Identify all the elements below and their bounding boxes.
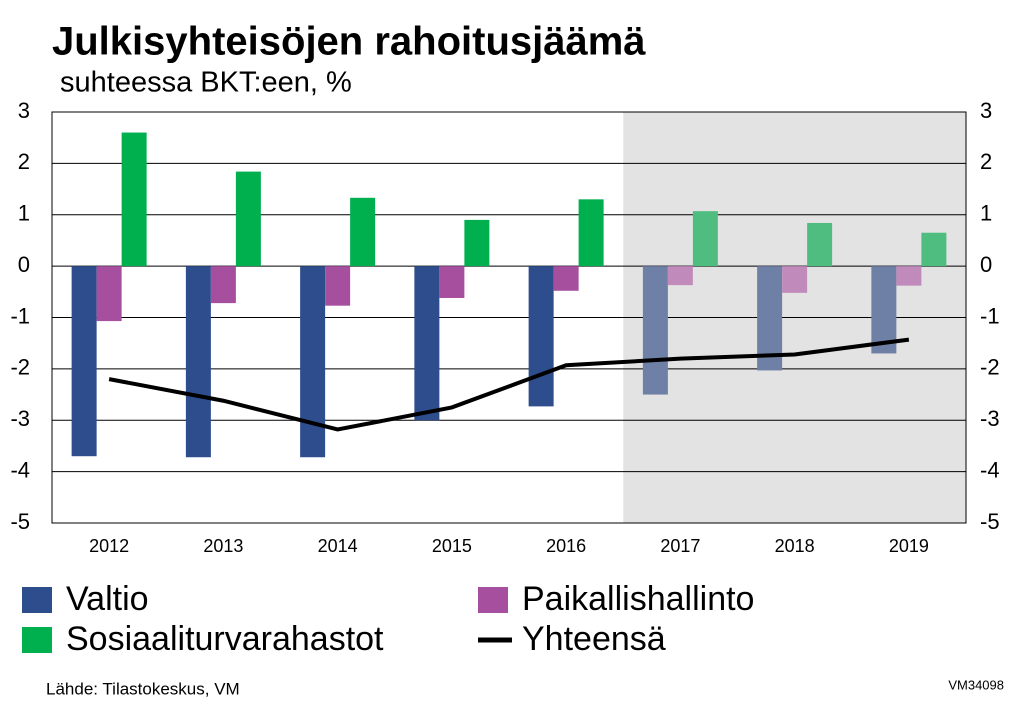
y-tick-label: 1 [18, 201, 30, 226]
bar [871, 266, 897, 354]
y-tick-label: 2 [18, 149, 30, 174]
bar [896, 266, 922, 286]
y-tick-label: -4 [10, 457, 30, 482]
bar [96, 266, 122, 322]
legend-label: Valtio [66, 580, 149, 618]
x-tick-label: 2014 [318, 536, 358, 556]
bar [71, 266, 97, 457]
bar [642, 266, 668, 395]
bar [667, 266, 693, 286]
source: Lähde: Tilastokeskus, VM [46, 679, 240, 698]
x-tick-label: 2012 [89, 536, 129, 556]
bar [185, 266, 211, 458]
bar [578, 199, 604, 267]
y2-tick-label: -5 [980, 509, 1000, 534]
legend-swatch [22, 627, 52, 653]
y-tick-label: -3 [10, 406, 30, 431]
legend-label: Paikallishallinto [522, 580, 754, 618]
bar [807, 222, 833, 267]
bar [350, 197, 376, 267]
x-tick-label: 2016 [546, 536, 586, 556]
y2-tick-label: -4 [980, 457, 1000, 482]
bar [782, 266, 808, 293]
bar [692, 211, 718, 267]
bar [121, 132, 147, 267]
bar [528, 266, 554, 407]
y2-tick-label: -1 [980, 303, 1000, 328]
legend-label: Sosiaaliturvarahastot [66, 620, 384, 658]
chart-title: Julkisyhteisöjen rahoitusjäämä [52, 20, 646, 64]
bar [414, 266, 440, 421]
legend-label: Yhteensä [522, 620, 666, 658]
bar [553, 266, 579, 291]
y2-tick-label: 3 [980, 98, 992, 123]
y2-tick-label: 1 [980, 201, 992, 226]
y-tick-label: 3 [18, 98, 30, 123]
bar [921, 232, 947, 267]
y-tick-label: -2 [10, 355, 30, 380]
bar [325, 266, 351, 306]
y-tick-label: 0 [18, 252, 30, 277]
legend-swatch [22, 587, 52, 613]
x-tick-label: 2018 [775, 536, 815, 556]
code: VM34098 [948, 677, 1004, 692]
y2-tick-label: -3 [980, 406, 1000, 431]
bar [439, 266, 465, 298]
x-tick-label: 2015 [432, 536, 472, 556]
y-tick-label: -5 [10, 509, 30, 534]
x-tick-label: 2013 [203, 536, 243, 556]
y-tick-label: -1 [10, 303, 30, 328]
line [108, 337, 910, 432]
bar [300, 266, 326, 458]
legend-swatch [478, 587, 508, 613]
x-tick-label: 2017 [660, 536, 700, 556]
bar [235, 171, 261, 267]
plot-border [51, 111, 967, 524]
x-tick-label: 2019 [889, 536, 929, 556]
y2-tick-label: 2 [980, 149, 992, 174]
y2-tick-label: 0 [980, 252, 992, 277]
chart-subtitle: suhteessa BKT:een, % [60, 67, 352, 99]
y2-tick-label: -2 [980, 355, 1000, 380]
bar [210, 266, 236, 304]
bar [757, 266, 783, 371]
bar [464, 219, 490, 267]
